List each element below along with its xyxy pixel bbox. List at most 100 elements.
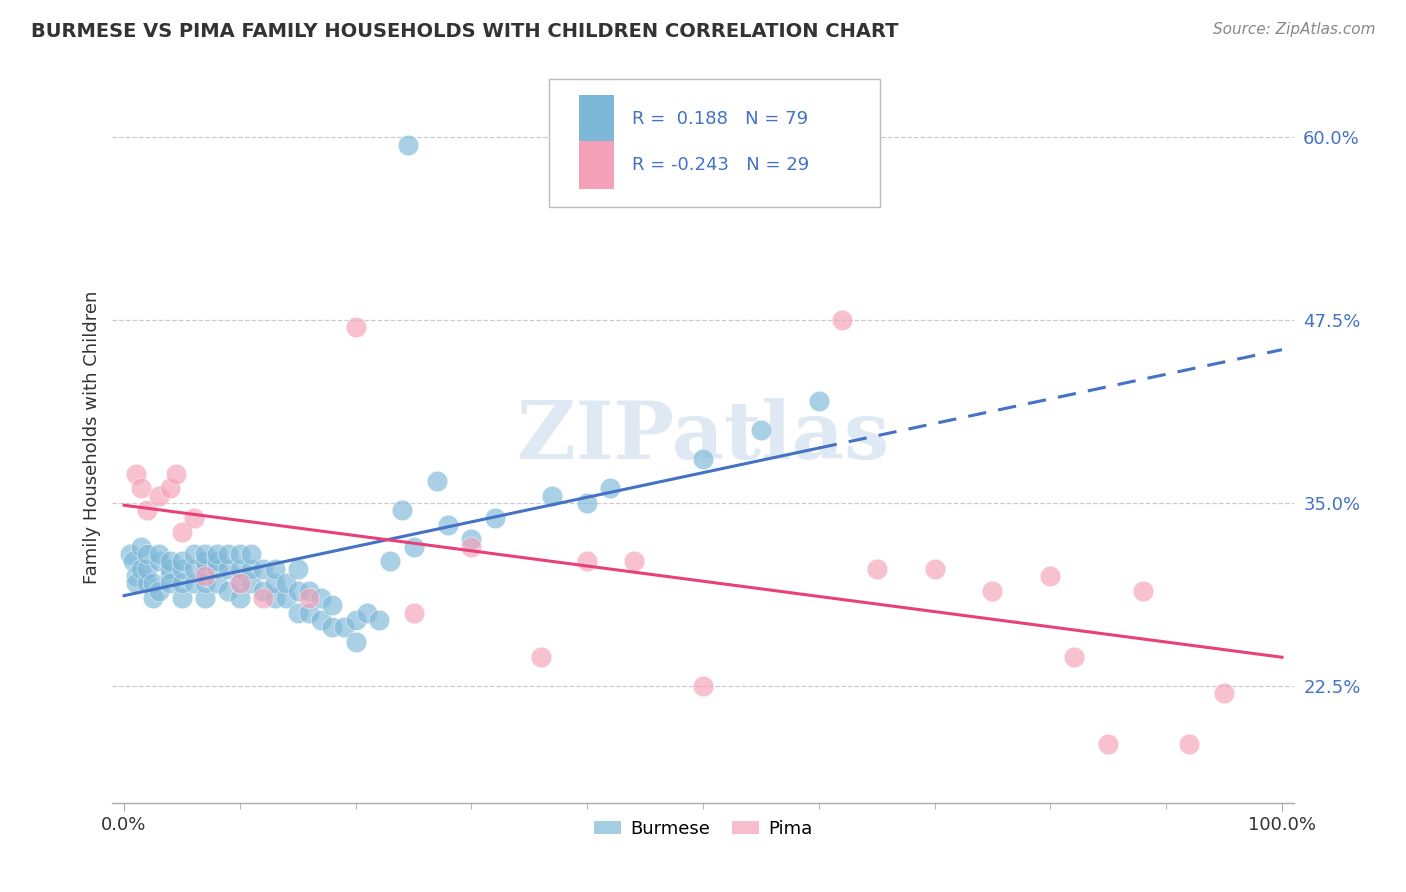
Point bbox=[367, 613, 389, 627]
Point bbox=[276, 576, 298, 591]
Point bbox=[298, 606, 321, 620]
Point bbox=[170, 591, 193, 605]
Point bbox=[391, 503, 413, 517]
Point bbox=[576, 496, 599, 510]
Point bbox=[298, 583, 321, 598]
Point bbox=[217, 562, 239, 576]
Point bbox=[159, 569, 181, 583]
Point bbox=[692, 679, 714, 693]
Point bbox=[136, 547, 159, 561]
Point bbox=[240, 576, 263, 591]
Point bbox=[276, 591, 298, 605]
Point bbox=[205, 562, 228, 576]
Point bbox=[252, 583, 274, 598]
Point bbox=[1063, 649, 1085, 664]
Point bbox=[148, 547, 170, 561]
Point bbox=[831, 313, 853, 327]
Point bbox=[460, 540, 482, 554]
Point bbox=[426, 474, 449, 488]
Point bbox=[148, 554, 170, 568]
Point bbox=[623, 554, 645, 568]
Point bbox=[252, 562, 274, 576]
Point bbox=[136, 562, 159, 576]
Point bbox=[1097, 737, 1119, 751]
Point bbox=[122, 554, 145, 568]
Point bbox=[131, 562, 153, 576]
Point bbox=[183, 510, 205, 524]
FancyBboxPatch shape bbox=[579, 141, 614, 189]
Point bbox=[1039, 569, 1062, 583]
Point bbox=[165, 467, 187, 481]
Point bbox=[309, 591, 332, 605]
Point bbox=[124, 576, 146, 591]
Point bbox=[252, 591, 274, 605]
Point bbox=[142, 591, 165, 605]
Point bbox=[170, 562, 193, 576]
Point bbox=[229, 576, 252, 591]
Point bbox=[148, 583, 170, 598]
Point bbox=[460, 533, 482, 547]
Text: ZIPatlas: ZIPatlas bbox=[517, 398, 889, 476]
Point bbox=[530, 649, 553, 664]
Point bbox=[807, 393, 830, 408]
Point bbox=[229, 547, 252, 561]
Text: R =  0.188   N = 79: R = 0.188 N = 79 bbox=[633, 110, 808, 128]
Point bbox=[170, 576, 193, 591]
Point bbox=[170, 525, 193, 540]
Point bbox=[217, 547, 239, 561]
Point bbox=[396, 137, 419, 152]
Point bbox=[321, 620, 343, 634]
Point bbox=[194, 569, 217, 583]
Point bbox=[287, 562, 309, 576]
Point bbox=[194, 554, 217, 568]
Point bbox=[541, 489, 564, 503]
Point bbox=[749, 423, 772, 437]
Point bbox=[205, 576, 228, 591]
Point bbox=[287, 606, 309, 620]
Point bbox=[344, 613, 367, 627]
Point bbox=[194, 562, 217, 576]
Point bbox=[118, 547, 141, 561]
FancyBboxPatch shape bbox=[550, 78, 880, 207]
Point bbox=[599, 481, 621, 495]
Point bbox=[194, 576, 217, 591]
Point bbox=[136, 503, 159, 517]
Point bbox=[333, 620, 356, 634]
Point bbox=[159, 562, 181, 576]
Point bbox=[131, 481, 153, 495]
Point bbox=[437, 517, 460, 532]
Point bbox=[148, 489, 170, 503]
Point bbox=[344, 320, 367, 334]
Point bbox=[263, 576, 285, 591]
Point bbox=[131, 540, 153, 554]
Point bbox=[321, 599, 343, 613]
Point bbox=[309, 613, 332, 627]
Text: BURMESE VS PIMA FAMILY HOUSEHOLDS WITH CHILDREN CORRELATION CHART: BURMESE VS PIMA FAMILY HOUSEHOLDS WITH C… bbox=[31, 22, 898, 41]
Point bbox=[402, 606, 425, 620]
Point bbox=[194, 547, 217, 561]
Text: R = -0.243   N = 29: R = -0.243 N = 29 bbox=[633, 156, 810, 174]
Point bbox=[692, 452, 714, 467]
Point bbox=[229, 591, 252, 605]
FancyBboxPatch shape bbox=[579, 95, 614, 143]
Point bbox=[356, 606, 378, 620]
Point bbox=[170, 554, 193, 568]
Point bbox=[159, 576, 181, 591]
Point bbox=[1132, 583, 1154, 598]
Point bbox=[159, 554, 181, 568]
Point bbox=[263, 562, 285, 576]
Text: Source: ZipAtlas.com: Source: ZipAtlas.com bbox=[1212, 22, 1375, 37]
Point bbox=[287, 583, 309, 598]
Point bbox=[981, 583, 1004, 598]
Point bbox=[229, 576, 252, 591]
Point bbox=[194, 591, 217, 605]
Point bbox=[159, 481, 181, 495]
Point bbox=[183, 576, 205, 591]
Point bbox=[217, 583, 239, 598]
Y-axis label: Family Households with Children: Family Households with Children bbox=[83, 291, 101, 583]
Point bbox=[402, 540, 425, 554]
Point bbox=[183, 562, 205, 576]
Point bbox=[124, 569, 146, 583]
Point bbox=[142, 576, 165, 591]
Point bbox=[183, 547, 205, 561]
